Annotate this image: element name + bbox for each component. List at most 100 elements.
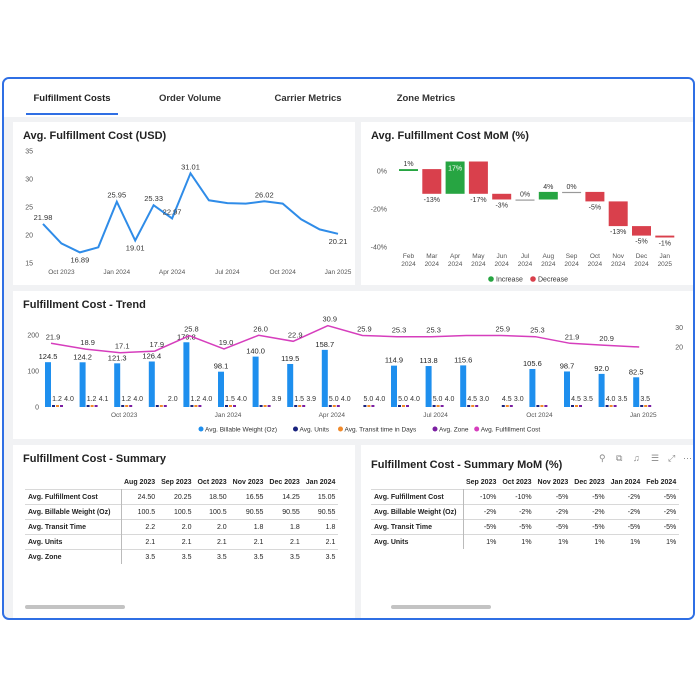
zone-bar: [440, 405, 444, 407]
zone-bar: [198, 405, 202, 407]
x-tick-label: Jul 2024: [423, 412, 448, 419]
y-tick-label: 20: [25, 233, 33, 240]
table-cell: 100.5: [173, 508, 192, 516]
fulfillment-cost-line: [50, 324, 640, 354]
x-tick-label: 2024: [588, 261, 603, 268]
bar-value-label: 98.7: [560, 361, 575, 370]
line-value-label: 26.0: [253, 324, 268, 333]
legend-label: Avg. Transit time in Days: [345, 427, 418, 434]
bar-value-label: 114.9: [385, 356, 403, 365]
column-header[interactable]: Sep 2023: [466, 478, 497, 486]
transit-bar: [332, 405, 336, 407]
zone-bar: [648, 405, 652, 407]
transit-bar: [367, 405, 371, 407]
table-row: Avg. Zone 3.5 3.5 3.5 3.5 3.5 3.5: [25, 549, 339, 564]
billable-weight-bar: [45, 362, 51, 407]
table-cell: 15.05: [317, 493, 336, 501]
column-header[interactable]: Oct 2023: [502, 478, 532, 486]
tab-zone-metrics[interactable]: Zone Metrics: [396, 93, 456, 104]
line-value-label: 19.0: [219, 338, 234, 347]
row-label: Avg. Transit Time: [371, 519, 464, 535]
billable-weight-bar: [218, 371, 224, 407]
x-tick-label: Jan 2024: [103, 269, 130, 276]
line-value-label: 25.3: [426, 326, 441, 335]
waterfall-bar: [468, 161, 488, 194]
small-value-label: 3.5: [618, 396, 628, 403]
y-tick-label: 30: [25, 177, 33, 184]
y-tick-label: -40%: [371, 245, 387, 252]
table-cell: 2.1: [325, 538, 336, 546]
small-value-label: 4.1: [99, 396, 109, 403]
column-header[interactable]: Jan 2024: [305, 478, 336, 486]
waterfall-bar: [562, 191, 582, 194]
table-cell: -5%: [519, 523, 532, 531]
column-header[interactable]: Feb 2024: [646, 478, 677, 486]
units-bar: [467, 405, 471, 407]
table-row: Avg. Transit Time 2.2 2.0 2.0 1.8 1.8 1.8: [25, 519, 339, 535]
bell-icon[interactable]: ♫: [633, 453, 640, 463]
x-tick-label: Mar: [426, 253, 438, 260]
expand-icon[interactable]: ⤢: [668, 453, 676, 463]
legend-swatch: [293, 426, 298, 432]
row-label: Avg. Fulfillment Cost: [371, 489, 464, 505]
table-cell: -5%: [555, 523, 569, 531]
inner-value-label: 4.0: [606, 396, 616, 403]
zone-bar: [302, 405, 306, 407]
legend-label: Decrease: [538, 277, 568, 284]
bar-value-label: -3%: [495, 203, 507, 210]
table-cell: 1%: [521, 538, 532, 546]
bar-value-label: 0%: [567, 184, 577, 191]
column-header[interactable]: Nov 2023: [537, 478, 569, 486]
y2-tick-label: 30: [675, 325, 683, 332]
more-icon[interactable]: ⋯: [683, 453, 692, 463]
horizontal-scrollbar[interactable]: [391, 605, 491, 609]
inner-value-label: 4.5: [502, 396, 512, 403]
table-cell: 3.5: [325, 553, 336, 561]
x-tick-label: Sep: [566, 253, 578, 260]
line-value-label: 20.9: [599, 334, 614, 343]
copy-icon[interactable]: ⧉: [616, 453, 623, 463]
x-tick-label: Jul: [521, 253, 530, 260]
column-header[interactable]: Jan 2024: [610, 478, 641, 486]
tab-fulfillment-costs[interactable]: Fulfillment Costs: [26, 79, 118, 115]
column-header[interactable]: Dec 2023: [269, 478, 300, 486]
line-value-label: 17.1: [115, 342, 130, 351]
x-tick-label: 2024: [401, 261, 416, 268]
bar-value-label: 113.8: [419, 356, 437, 365]
table-cell: -5%: [592, 523, 605, 531]
line-value-label: 21.9: [565, 332, 580, 341]
y-tick-label: 25: [25, 205, 33, 212]
pin-icon[interactable]: ⚲: [599, 453, 606, 463]
filter-icon[interactable]: ☰: [651, 453, 660, 463]
tab-carrier-metrics[interactable]: Carrier Metrics: [274, 93, 342, 104]
inner-value-label: 5.0: [433, 396, 443, 403]
horizontal-scrollbar[interactable]: [25, 605, 125, 609]
inner-value-label: 1.2: [52, 396, 62, 403]
column-header[interactable]: Nov 2023: [232, 478, 264, 486]
line-value-label: 17.9: [149, 340, 164, 349]
bar-value-label: 126.4: [142, 351, 161, 360]
tab-order-volume[interactable]: Order Volume: [158, 93, 222, 104]
x-tick-label: 2024: [471, 261, 486, 268]
data-label: 20.21: [329, 237, 348, 246]
table-cell: 3.5: [253, 553, 264, 561]
bar-value-label: 82.5: [629, 367, 644, 376]
bar-value-label: 119.5: [281, 354, 299, 363]
line-value-label: 21.9: [46, 332, 61, 341]
row-label: Avg. Fulfillment Cost: [25, 489, 122, 505]
zone-bar: [406, 405, 409, 407]
bar-value-label: 158.7: [315, 340, 334, 349]
bar-value-label: 124.2: [73, 352, 92, 361]
column-header[interactable]: Sep 2023: [161, 478, 192, 486]
inner-value-label: 1.2: [87, 396, 97, 403]
table-row: Avg. Units 2.1 2.1 2.1 2.1 2.1 2.1: [25, 534, 339, 550]
units-bar: [571, 405, 574, 407]
data-label: 22.97: [163, 207, 182, 216]
x-tick-label: Oct 2024: [526, 412, 553, 419]
x-tick-label: Apr 2024: [159, 269, 186, 276]
table-cell: 1.8: [325, 523, 336, 531]
column-header[interactable]: Dec 2023: [574, 478, 605, 486]
column-header[interactable]: Aug 2023: [124, 478, 156, 486]
column-header[interactable]: Oct 2023: [197, 478, 227, 486]
billable-weight-bar: [79, 362, 86, 407]
